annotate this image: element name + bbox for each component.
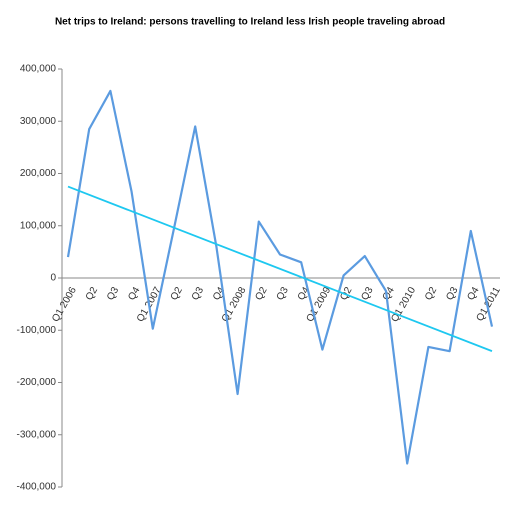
x-tick-label: Q2: [423, 285, 439, 302]
y-tick-label: -100,000: [17, 325, 57, 336]
y-tick-label: 400,000: [20, 64, 57, 75]
series-line: [66, 89, 494, 465]
x-tick-label: Q3: [105, 285, 121, 302]
y-tick-label: 100,000: [20, 220, 57, 231]
chart-title: Net trips to Ireland: persons travelling…: [55, 17, 445, 28]
y-tick-label: 0: [50, 273, 56, 284]
x-tick-label: Q2: [169, 285, 185, 302]
x-tick-label: Q2: [84, 285, 100, 302]
y-tick-label: -400,000: [17, 482, 57, 493]
y-tick-label: 200,000: [20, 168, 57, 179]
y-tick-label: -300,000: [17, 429, 57, 440]
trend-line: [67, 185, 493, 352]
x-tick-label: Q3: [190, 285, 206, 302]
x-tick-label: Q4: [465, 285, 481, 302]
x-tick-label: Q4: [126, 285, 142, 302]
y-tick-label: -200,000: [17, 377, 57, 388]
y-tick-label: 300,000: [20, 116, 57, 127]
x-tick-label: Q2: [253, 285, 269, 302]
x-tick-label: Q1 2006: [50, 285, 79, 324]
x-tick-label: Q3: [275, 285, 291, 302]
